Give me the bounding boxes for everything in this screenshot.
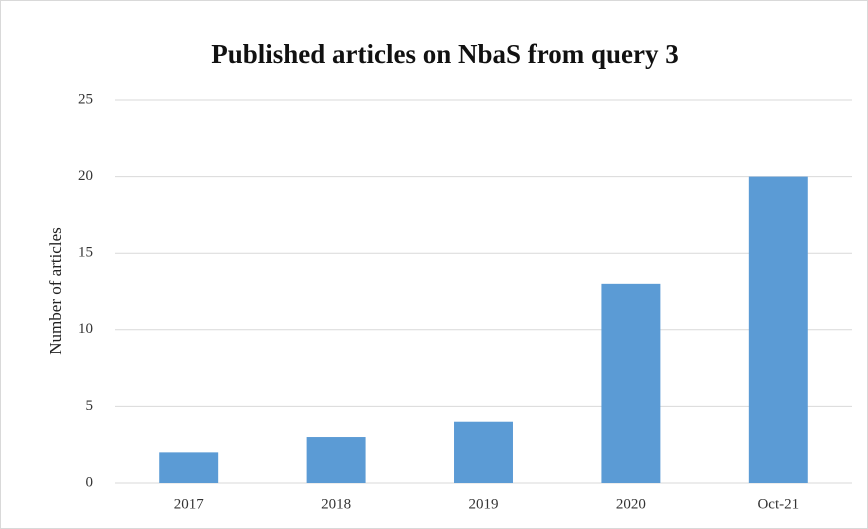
y-tick-label: 5 — [86, 398, 94, 414]
x-tick-label: Oct-21 — [757, 496, 799, 512]
x-tick-label: 2018 — [321, 496, 351, 512]
y-axis-label: Number of articles — [46, 227, 65, 354]
x-tick-label: 2019 — [469, 496, 499, 512]
bar — [748, 176, 808, 483]
chart-title: Published articles on NbaS from query 3 — [211, 39, 679, 69]
bar — [306, 437, 366, 483]
bar — [159, 452, 219, 483]
x-tick-label: 2017 — [174, 496, 205, 512]
y-tick-label: 20 — [78, 168, 93, 184]
y-tick-label: 15 — [78, 245, 93, 261]
y-tick-label: 0 — [86, 474, 94, 490]
x-tick-label: 2020 — [616, 496, 646, 512]
y-tick-label: 10 — [78, 321, 93, 337]
y-tick-label: 25 — [78, 91, 93, 107]
bar — [454, 421, 513, 483]
bar — [601, 283, 661, 483]
